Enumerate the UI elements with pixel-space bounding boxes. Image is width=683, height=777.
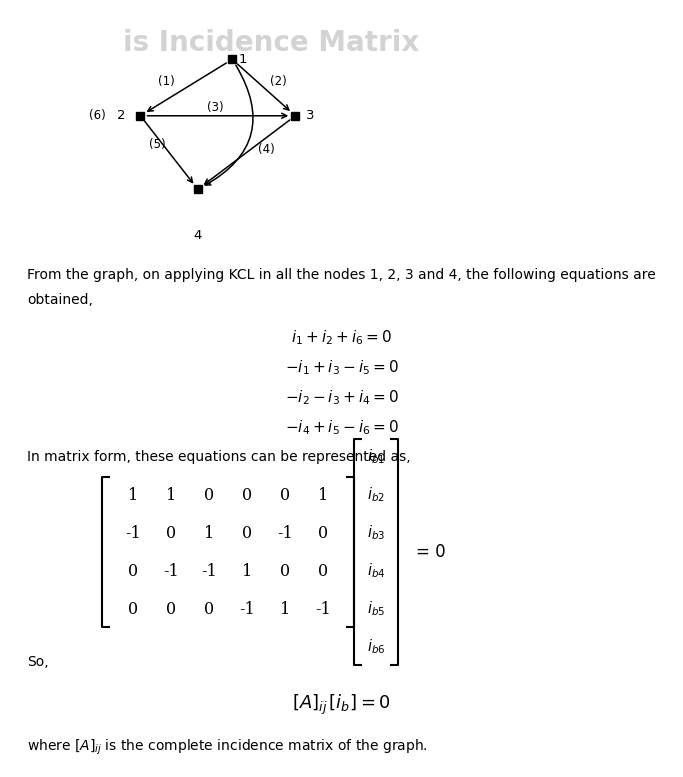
Text: 0: 0: [204, 601, 214, 618]
Text: 2: 2: [117, 110, 126, 122]
Text: -1: -1: [125, 524, 141, 542]
Text: $i_{1} + i_{2} + i_{6} = 0$: $i_{1} + i_{2} + i_{6} = 0$: [291, 328, 392, 347]
Text: $i_{b6}$: $i_{b6}$: [367, 638, 385, 657]
FancyArrowPatch shape: [206, 65, 253, 185]
Text: From the graph, on applying KCL in all the nodes 1, 2, 3 and 4, the following eq: From the graph, on applying KCL in all t…: [27, 268, 656, 282]
Text: (2): (2): [270, 75, 286, 88]
Text: $i_{b3}$: $i_{b3}$: [367, 524, 385, 542]
Text: 1: 1: [280, 601, 290, 618]
Text: obtained,: obtained,: [27, 293, 93, 307]
Text: -1: -1: [316, 601, 331, 618]
Text: 3: 3: [306, 110, 315, 122]
Text: 1: 1: [238, 53, 247, 66]
Text: $[A]_{ij}\,[i_{b}] = 0$: $[A]_{ij}\,[i_{b}] = 0$: [292, 693, 391, 717]
Text: -1: -1: [201, 563, 217, 580]
Text: $- i_{2} - i_{3} + i_{4} = 0$: $- i_{2} - i_{3} + i_{4} = 0$: [285, 388, 398, 406]
Text: is Incidence Matrix: is Incidence Matrix: [123, 29, 419, 57]
Text: where $[A]_{ij}$ is the complete incidence matrix of the graph.: where $[A]_{ij}$ is the complete inciden…: [27, 738, 428, 758]
Text: 0: 0: [318, 524, 329, 542]
Text: (6): (6): [89, 110, 106, 122]
Text: 0: 0: [242, 524, 252, 542]
Text: 0: 0: [318, 563, 329, 580]
Text: In matrix form, these equations can be represented as,: In matrix form, these equations can be r…: [27, 450, 411, 464]
Text: 1: 1: [318, 486, 329, 503]
Text: 1: 1: [204, 524, 214, 542]
FancyArrowPatch shape: [145, 121, 193, 183]
Text: 0: 0: [280, 563, 290, 580]
Text: 1: 1: [128, 486, 139, 503]
Text: 0: 0: [242, 486, 252, 503]
Text: (5): (5): [150, 138, 166, 152]
Text: -1: -1: [163, 563, 179, 580]
Text: 0: 0: [204, 486, 214, 503]
FancyArrowPatch shape: [148, 113, 287, 118]
Text: $i_{b5}$: $i_{b5}$: [367, 600, 385, 618]
Text: (3): (3): [207, 101, 223, 113]
Text: 1: 1: [166, 486, 176, 503]
Text: So,: So,: [27, 655, 49, 669]
Text: 4: 4: [193, 229, 202, 242]
Text: 0: 0: [128, 563, 138, 580]
Text: $i_{b4}$: $i_{b4}$: [367, 562, 385, 580]
Text: 0: 0: [166, 524, 176, 542]
FancyArrowPatch shape: [205, 120, 290, 184]
Text: 0: 0: [280, 486, 290, 503]
FancyArrowPatch shape: [238, 64, 289, 110]
Text: 0: 0: [166, 601, 176, 618]
Text: $i_{b1}$: $i_{b1}$: [367, 448, 385, 466]
Text: $i_{b2}$: $i_{b2}$: [367, 486, 385, 504]
FancyArrowPatch shape: [148, 63, 226, 111]
Text: $- i_{1} + i_{3} - i_{5} = 0$: $- i_{1} + i_{3} - i_{5} = 0$: [285, 358, 398, 377]
Text: 0: 0: [128, 601, 138, 618]
Text: $- i_{4} + i_{5} - i_{6} = 0$: $- i_{4} + i_{5} - i_{6} = 0$: [285, 418, 398, 437]
Text: -1: -1: [277, 524, 293, 542]
Text: 1: 1: [242, 563, 252, 580]
Text: -1: -1: [239, 601, 255, 618]
Text: = 0: = 0: [416, 543, 446, 561]
Text: (1): (1): [158, 75, 175, 88]
Text: (4): (4): [258, 144, 275, 156]
